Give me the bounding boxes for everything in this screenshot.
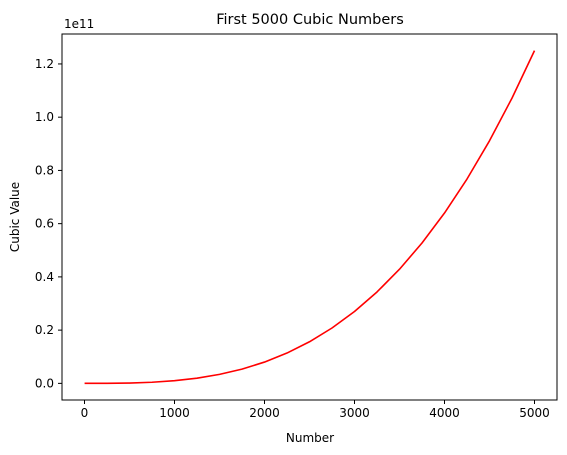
y-tick-label: 1.2 [35, 57, 54, 71]
y-tick-label: 0.0 [35, 376, 54, 390]
plot-area [84, 50, 536, 385]
x-tick-label: 5000 [519, 406, 550, 420]
x-tick-label: 3000 [339, 406, 370, 420]
y-tick-label: 0.8 [35, 163, 54, 177]
y-tick-label: 0.2 [35, 323, 54, 337]
axes-frame [61, 33, 558, 401]
y-tick-label: 1.0 [35, 110, 54, 124]
y-axis-label: Cubic Value [8, 182, 22, 252]
x-axis-ticks: 0 1000 2000 3000 4000 5000 [81, 400, 550, 420]
y-tick-label: 0.6 [35, 217, 54, 231]
x-axis-label: Number [286, 431, 334, 445]
x-tick-label: 0 [81, 406, 89, 420]
series-line [84, 50, 536, 385]
x-tick-label: 2000 [249, 406, 280, 420]
chart-title: First 5000 Cubic Numbers [216, 12, 404, 28]
y-axis-ticks: 0.0 0.2 0.4 0.6 0.8 1.0 1.2 [35, 57, 62, 390]
x-tick-label: 4000 [429, 406, 460, 420]
y-tick-label: 0.4 [35, 270, 54, 284]
x-tick-label: 1000 [159, 406, 190, 420]
y-axis-offset-label: 1e11 [64, 17, 94, 31]
